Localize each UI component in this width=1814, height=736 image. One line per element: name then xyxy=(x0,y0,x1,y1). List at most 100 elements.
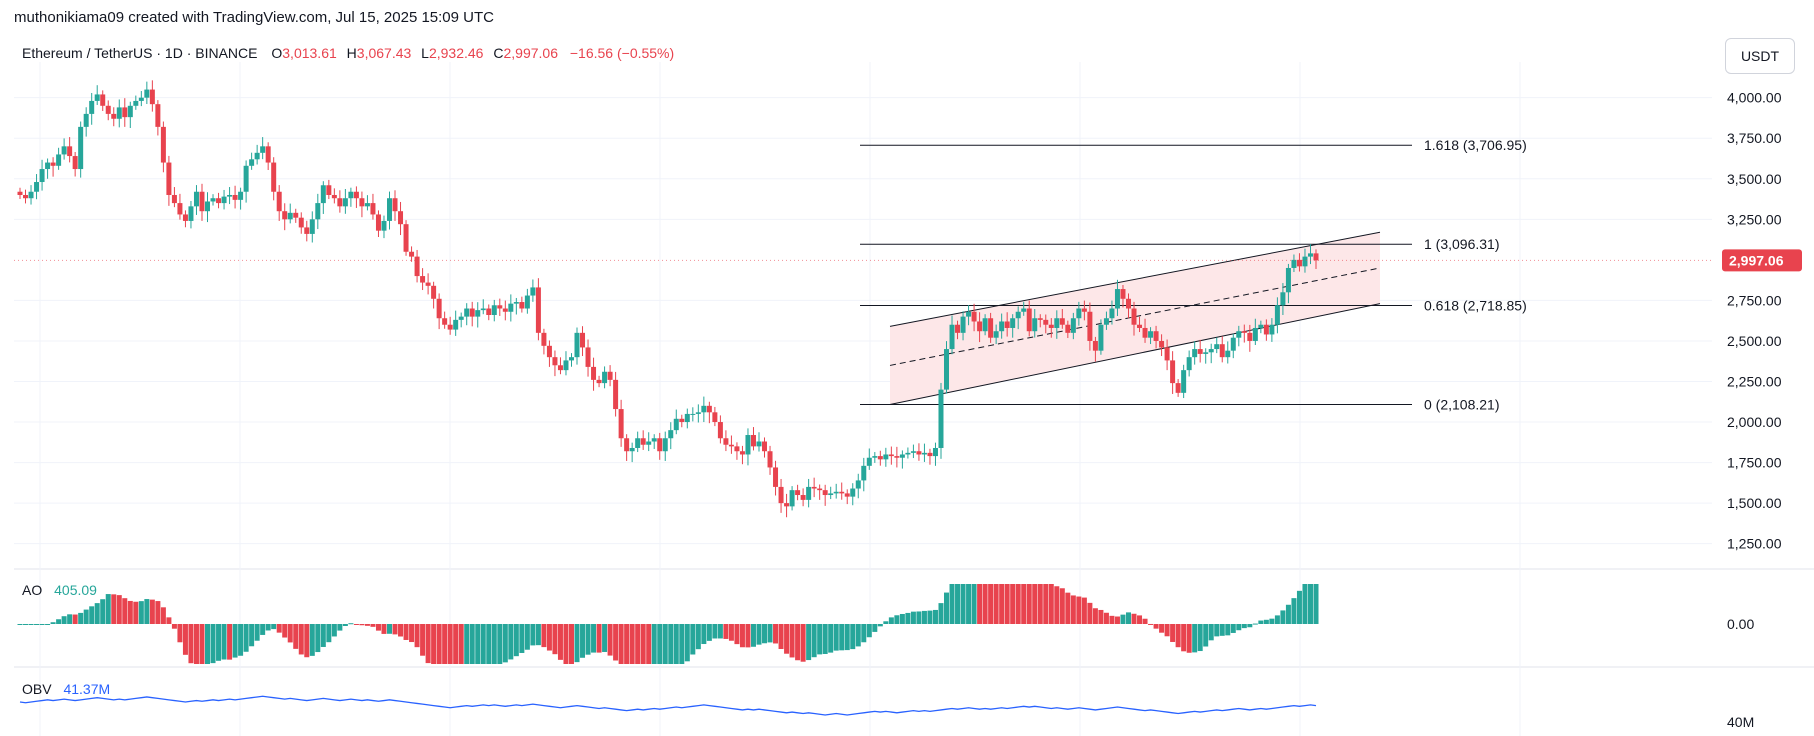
candle-body[interactable] xyxy=(265,146,271,163)
candle-body[interactable] xyxy=(1164,347,1170,361)
candle-body[interactable] xyxy=(1148,331,1154,338)
candle-body[interactable] xyxy=(1103,318,1109,325)
candle-body[interactable] xyxy=(293,212,299,218)
candle-body[interactable] xyxy=(508,303,514,312)
candle-body[interactable] xyxy=(320,185,326,204)
candle-body[interactable] xyxy=(238,191,244,200)
candle-body[interactable] xyxy=(728,444,734,447)
candle-body[interactable] xyxy=(1203,352,1209,354)
candle-body[interactable] xyxy=(872,456,878,458)
candle-body[interactable] xyxy=(409,251,415,257)
candle-body[interactable] xyxy=(910,451,916,453)
candle-body[interactable] xyxy=(232,194,238,200)
candle-body[interactable] xyxy=(706,405,712,413)
candle-body[interactable] xyxy=(905,452,911,455)
candle-body[interactable] xyxy=(111,113,117,119)
candle-body[interactable] xyxy=(1274,305,1280,325)
candle-body[interactable] xyxy=(210,198,216,202)
candle-body[interactable] xyxy=(916,451,922,455)
candle-body[interactable] xyxy=(563,360,569,371)
symbol-name[interactable]: Ethereum / TetherUS · 1D · BINANCE xyxy=(22,45,258,61)
candle-body[interactable] xyxy=(370,203,376,215)
candle-body[interactable] xyxy=(144,89,150,98)
candle-body[interactable] xyxy=(806,486,812,500)
candle-body[interactable] xyxy=(1252,327,1258,341)
candle-body[interactable] xyxy=(1181,370,1187,393)
candle-body[interactable] xyxy=(453,319,459,330)
candle-body[interactable] xyxy=(282,211,288,220)
candle-body[interactable] xyxy=(227,194,233,197)
candle-body[interactable] xyxy=(513,302,519,304)
candle-body[interactable] xyxy=(750,435,756,447)
candle-body[interactable] xyxy=(839,491,845,494)
candle-body[interactable] xyxy=(364,203,370,207)
candle-body[interactable] xyxy=(844,493,850,497)
candle-body[interactable] xyxy=(717,422,723,439)
candle-body[interactable] xyxy=(45,162,51,170)
candle-body[interactable] xyxy=(888,454,894,457)
candle-body[interactable] xyxy=(1081,308,1087,312)
candle-body[interactable] xyxy=(188,206,194,221)
candle-body[interactable] xyxy=(381,220,387,231)
candle-body[interactable] xyxy=(1263,324,1269,335)
candle-body[interactable] xyxy=(789,490,795,507)
candle-body[interactable] xyxy=(1087,311,1093,341)
candle-body[interactable] xyxy=(359,198,365,207)
obv-line[interactable] xyxy=(19,695,1317,716)
candle-body[interactable] xyxy=(1236,331,1242,338)
candle-body[interactable] xyxy=(138,97,144,101)
candle-body[interactable] xyxy=(276,191,282,212)
candle-body[interactable] xyxy=(773,467,779,487)
candle-body[interactable] xyxy=(1037,318,1043,320)
candle-body[interactable] xyxy=(375,214,381,231)
candle-body[interactable] xyxy=(309,219,315,234)
candle-body[interactable] xyxy=(1120,289,1126,299)
candle-body[interactable] xyxy=(1004,321,1010,328)
candle-body[interactable] xyxy=(927,452,933,457)
candle-body[interactable] xyxy=(624,438,630,452)
candle-body[interactable] xyxy=(657,438,663,452)
candle-body[interactable] xyxy=(398,211,404,225)
candle-body[interactable] xyxy=(861,465,867,481)
candle-body[interactable] xyxy=(89,100,95,114)
candle-body[interactable] xyxy=(955,324,961,333)
candle-body[interactable] xyxy=(1219,344,1225,358)
candle-body[interactable] xyxy=(1258,324,1264,328)
candle-body[interactable] xyxy=(469,308,475,317)
candle-body[interactable] xyxy=(425,282,431,286)
candle-body[interactable] xyxy=(546,345,552,358)
candle-body[interactable] xyxy=(1043,319,1049,325)
candle-body[interactable] xyxy=(1032,318,1038,332)
candle-body[interactable] xyxy=(877,456,883,460)
candle-body[interactable] xyxy=(260,146,266,153)
candle-body[interactable] xyxy=(640,438,646,445)
candle-body[interactable] xyxy=(1010,318,1016,328)
candle-body[interactable] xyxy=(530,287,536,296)
candle-body[interactable] xyxy=(938,389,944,448)
candle-body[interactable] xyxy=(1021,308,1027,312)
candle-body[interactable] xyxy=(734,446,740,452)
candle-body[interactable] xyxy=(668,430,674,439)
candle-body[interactable] xyxy=(784,503,790,507)
candle-body[interactable] xyxy=(618,409,624,439)
candle-body[interactable] xyxy=(1296,259,1302,267)
candle-body[interactable] xyxy=(1065,324,1071,333)
candle-body[interactable] xyxy=(34,182,40,192)
candle-body[interactable] xyxy=(1098,324,1104,351)
candle-body[interactable] xyxy=(1059,318,1065,325)
candle-body[interactable] xyxy=(1092,340,1098,351)
candle-body[interactable] xyxy=(221,196,227,204)
candle-body[interactable] xyxy=(1241,331,1247,333)
candle-body[interactable] xyxy=(574,332,580,358)
channel-upper-line[interactable] xyxy=(889,231,1381,327)
candle-body[interactable] xyxy=(1015,311,1021,319)
candle-body[interactable] xyxy=(971,311,977,322)
candle-body[interactable] xyxy=(337,198,343,207)
channel-lower-line[interactable] xyxy=(889,303,1381,406)
candle-body[interactable] xyxy=(155,104,161,127)
candle-body[interactable] xyxy=(105,105,111,114)
candle-body[interactable] xyxy=(1208,349,1214,353)
candle-body[interactable] xyxy=(695,412,701,414)
candle-body[interactable] xyxy=(304,227,310,234)
candle-body[interactable] xyxy=(850,488,856,497)
